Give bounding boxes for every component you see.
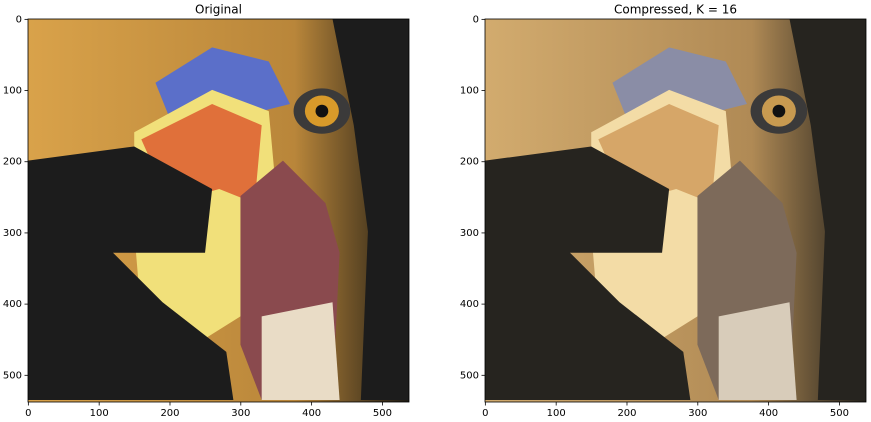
dark-bg <box>332 19 409 400</box>
dark-bg <box>789 19 866 400</box>
dark-feathers <box>485 146 691 400</box>
image <box>485 19 866 402</box>
x-tick-label: 0 <box>25 408 31 419</box>
chart-title: Compressed, K = 16 <box>614 3 737 17</box>
x-tick-label: 300 <box>231 408 250 419</box>
y-tick-label: 100 <box>3 86 22 97</box>
y-tick-label: 0 <box>473 14 479 25</box>
pupil <box>772 104 786 118</box>
pupil <box>315 104 329 118</box>
blue-band <box>612 47 748 119</box>
chart-title: Original <box>195 3 242 17</box>
y-tick-label: 500 <box>3 370 22 381</box>
x-tick-label: 500 <box>830 408 849 419</box>
image-panel: Compressed, K = 16 0 100 200 300 400 500 0 100 20… <box>460 3 867 419</box>
y-tick-label: 400 <box>460 299 479 310</box>
y-tick-label: 100 <box>460 86 479 97</box>
y-tick-label: 300 <box>3 228 22 239</box>
y-tick-label: 500 <box>460 370 479 381</box>
x-tick-label: 100 <box>547 408 566 419</box>
blue-band <box>155 47 291 119</box>
axes-frame <box>27 18 410 403</box>
x-tick-label: 200 <box>160 408 179 419</box>
pouch-texture <box>718 302 797 400</box>
y-tick-label: 300 <box>460 228 479 239</box>
y-tick-label: 400 <box>3 299 22 310</box>
x-tick-label: 400 <box>302 408 321 419</box>
axes-frame <box>484 18 867 403</box>
pouch-texture <box>261 302 340 400</box>
dark-feathers <box>28 146 234 400</box>
x-tick-label: 300 <box>688 408 707 419</box>
x-tick-label: 0 <box>482 408 488 419</box>
y-tick-label: 0 <box>16 14 22 25</box>
x-tick-label: 400 <box>759 408 778 419</box>
y-tick-label: 200 <box>3 157 22 168</box>
x-tick-label: 500 <box>373 408 392 419</box>
y-tick-label: 200 <box>460 157 479 168</box>
image <box>28 19 409 402</box>
x-tick-label: 200 <box>617 408 636 419</box>
image-panel: Original 0 100 200 300 400 500 0 100 200 300 400 500 <box>3 3 410 419</box>
x-tick-label: 100 <box>90 408 109 419</box>
